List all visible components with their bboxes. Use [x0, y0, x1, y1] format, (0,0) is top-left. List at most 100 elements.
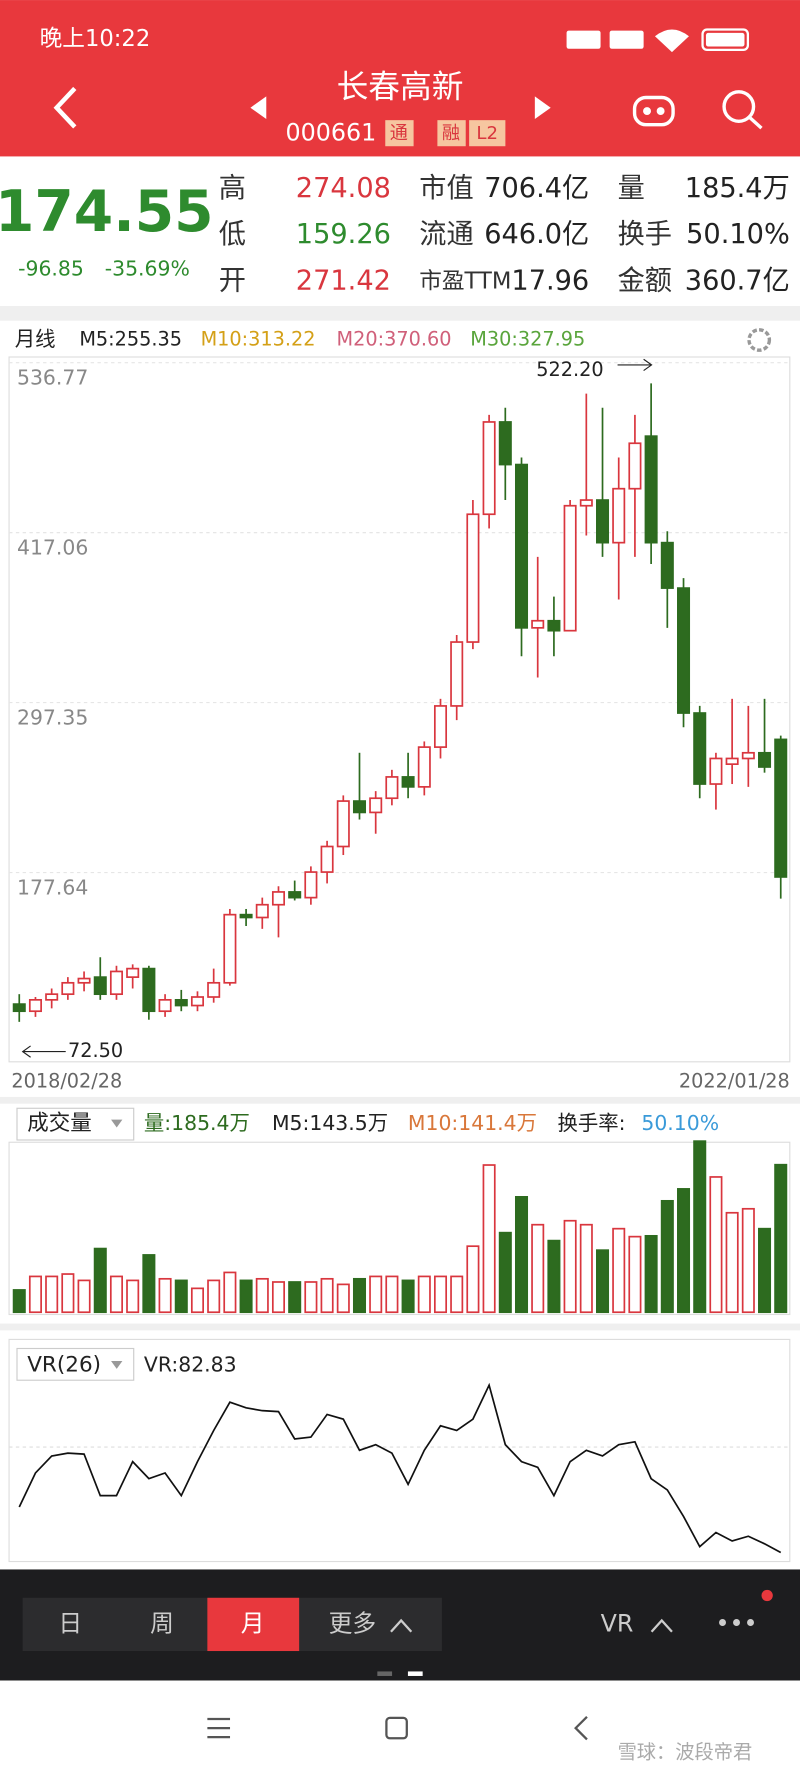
volume-bar [596, 1249, 610, 1314]
robot-icon[interactable] [632, 95, 675, 127]
vol-m5: M5:143.5万 [272, 1111, 388, 1135]
dropdown-caret [111, 1360, 123, 1369]
candle-body [693, 712, 707, 785]
vr-value: VR:82.83 [144, 1352, 237, 1376]
badge: 通 [390, 123, 408, 144]
candle-body [596, 499, 610, 544]
caret-up [650, 1618, 673, 1633]
volume-selector[interactable] [16, 1107, 135, 1141]
y-tick-label: 177.64 [17, 875, 88, 899]
volume-bar [450, 1275, 464, 1314]
ma-label: M5:255.35 [79, 327, 182, 350]
volume-bar [93, 1247, 107, 1314]
stat-label: 流通 [419, 219, 473, 250]
candle-body [514, 463, 529, 629]
low-label: 72.50 [68, 1039, 123, 1062]
candle-body [255, 903, 269, 919]
candle-body [28, 998, 42, 1013]
volume-bar [385, 1275, 399, 1314]
more-button[interactable]: ••• [715, 1609, 757, 1637]
candle-body [61, 981, 75, 996]
end-date: 2022/01/28 [679, 1070, 790, 1093]
nav-menu[interactable] [207, 1717, 231, 1739]
volume-bar [28, 1275, 42, 1314]
candle-body [239, 913, 253, 919]
active-tab-bg [207, 1597, 300, 1652]
candle-body [741, 751, 755, 760]
candle-body [336, 800, 350, 848]
stat-value: 17.96 [511, 266, 589, 297]
candle-body [547, 619, 561, 632]
candle-body [288, 891, 302, 899]
nav-back[interactable] [574, 1715, 588, 1741]
stat-label: 量 [618, 173, 645, 204]
volume-bar [288, 1281, 302, 1314]
next-stock[interactable] [534, 96, 551, 120]
badge-bg [437, 120, 466, 147]
start-date: 2018/02/28 [11, 1070, 122, 1093]
volume-bar [514, 1196, 529, 1314]
candle-body [758, 751, 772, 768]
prev-stock[interactable] [250, 96, 267, 120]
candle-body [450, 641, 464, 707]
candle-body [126, 967, 140, 978]
volume-bar [207, 1279, 221, 1314]
candle-body [207, 981, 221, 998]
volume-bar [304, 1281, 318, 1314]
volume-bar [709, 1176, 723, 1314]
notice-dot [761, 1589, 773, 1602]
stat-label: 换手 [618, 219, 672, 250]
badge: 融 [442, 123, 460, 144]
volume-bar [433, 1275, 448, 1314]
volume-bar [417, 1275, 431, 1314]
volume-bar [758, 1227, 772, 1314]
nav-bar [207, 1715, 588, 1741]
ma-label: M20:370.60 [337, 327, 452, 350]
stat-label: 开 [219, 266, 246, 297]
volume-bar [563, 1219, 577, 1314]
vr-line [18, 1382, 782, 1554]
vol-m10: M10:141.4万 [408, 1111, 537, 1135]
separator [0, 1096, 800, 1104]
volume-bar [482, 1164, 496, 1314]
stat-label: 高 [219, 173, 246, 204]
candle-body [433, 705, 448, 748]
candle-body [320, 845, 334, 873]
stat-value: 271.42 [296, 266, 391, 297]
volume-bar [725, 1211, 739, 1314]
volume-frame [8, 1141, 791, 1316]
volume-bar [401, 1279, 415, 1314]
stat-value: 274.08 [296, 173, 391, 204]
separator [0, 1323, 800, 1331]
candle-body [677, 587, 691, 714]
badge-bg [385, 120, 414, 147]
indicator-tab[interactable]: VR [601, 1609, 634, 1637]
stat-label: 金额 [618, 266, 672, 297]
badge-bg [469, 120, 506, 147]
candle-body [660, 541, 674, 589]
caret-up [390, 1618, 413, 1633]
candle-body [77, 977, 91, 984]
volume-bar [174, 1279, 188, 1314]
volume-bar [190, 1287, 204, 1314]
stat-value: 706.4亿 [484, 173, 589, 204]
candle-body [12, 1003, 26, 1013]
tab[interactable]: 月 [241, 1609, 265, 1637]
settings-icon[interactable] [747, 328, 772, 352]
volume-bar [774, 1163, 788, 1314]
tab[interactable]: 更多 [329, 1609, 377, 1637]
volume-bar [466, 1245, 480, 1314]
y-tick-label: 536.77 [17, 366, 88, 390]
high-label: 522.20 [536, 358, 603, 381]
nav-home[interactable] [385, 1716, 408, 1740]
search-icon[interactable] [722, 90, 763, 130]
back-button[interactable] [53, 86, 77, 129]
tab[interactable]: 周 [150, 1609, 174, 1637]
candle-body [385, 776, 399, 800]
tab[interactable]: 日 [58, 1609, 82, 1637]
badge: L2 [476, 123, 498, 144]
stat-value: 185.4万 [685, 173, 790, 204]
candle-body [158, 998, 172, 1013]
